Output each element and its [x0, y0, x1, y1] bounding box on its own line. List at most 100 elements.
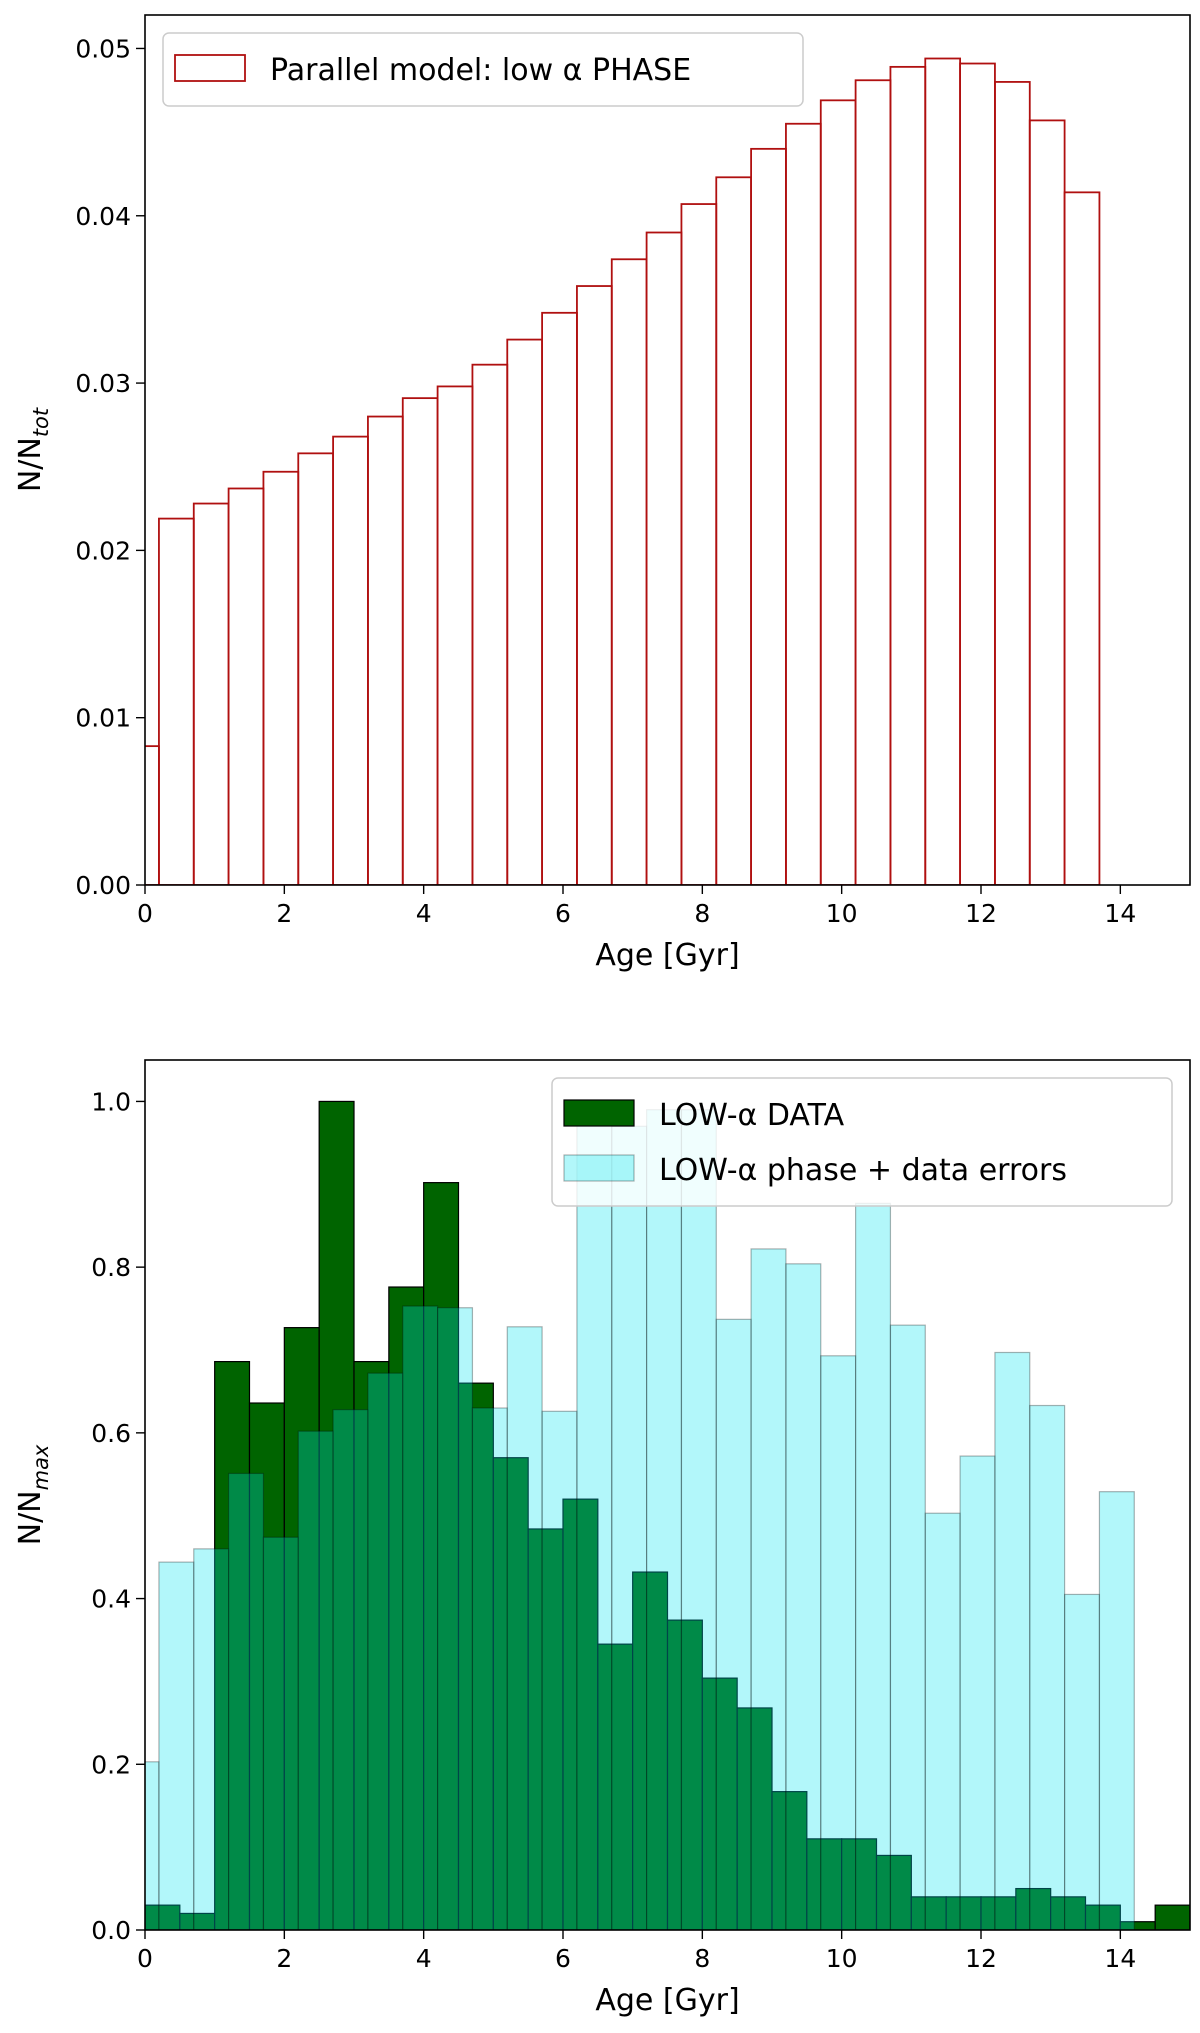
y-tick-label: 1.0: [91, 1087, 131, 1116]
bar-2-2: [158, 1561, 195, 1930]
x-tick-label: 12: [965, 1944, 997, 1973]
bar-2-20: [785, 1263, 822, 1930]
plot-area: [145, 57, 1101, 885]
bar-1-19: [750, 147, 787, 885]
bar-1-16: [666, 1619, 703, 1930]
y-tick-label: 0.00: [75, 871, 131, 900]
bar-2-27: [1029, 1404, 1066, 1930]
bottom-histogram-panel: 0 2 4 6 8 10 12 14 0.0 0.2 0.4 0.6 0.8 1.0 Age [Gyr] N/…: [13, 1059, 1191, 2018]
y-axis-label: N/Nmax: [13, 1444, 53, 1545]
bar-1-24: [945, 1896, 982, 1930]
x-axis-label: Age [Gyr]: [595, 1983, 739, 2018]
bar-1-22: [875, 1854, 912, 1930]
bar-1-5: [262, 470, 300, 885]
bar-2-22: [854, 1202, 892, 1930]
bar-1-13: [562, 1498, 599, 1930]
bar-2-25: [959, 1455, 996, 1930]
y-tick-label: 0.0: [91, 1916, 131, 1945]
x-tick-label: 6: [555, 899, 571, 928]
legend-swatch: [563, 1099, 635, 1127]
x-tick-label: 14: [1104, 899, 1136, 928]
bar-2-10: [437, 1307, 474, 1930]
bar-1-24: [924, 57, 961, 885]
x-tick-label: 10: [826, 899, 858, 928]
bar-1-12: [527, 1528, 564, 1930]
bar-1-26: [994, 81, 1031, 885]
bar-1-7: [332, 435, 369, 885]
series-1: [145, 1100, 1190, 1930]
bar-1-10: [436, 385, 474, 885]
x-tick-label: 0: [137, 899, 153, 928]
legend: LOW-α DATA LOW-α phase + data errors: [551, 1077, 1173, 1207]
bar-1-18: [736, 1707, 773, 1930]
x-tick-label: 4: [416, 899, 432, 928]
bar-1-14: [597, 1643, 634, 1930]
y-tick-label: 0.4: [91, 1585, 131, 1614]
axes-frame: [144, 1059, 1191, 1931]
bar-1-3: [214, 1360, 251, 1930]
bar-1-26: [1015, 1887, 1052, 1930]
bar-1-14: [576, 285, 613, 885]
x-axis-label: Age [Gyr]: [595, 938, 739, 973]
bar-1-27: [1050, 1896, 1087, 1930]
bar-2-3: [193, 1548, 230, 1930]
bar-1-20: [785, 122, 822, 885]
bar-1-17: [701, 1677, 738, 1930]
bar-2-28: [1063, 1593, 1101, 1930]
y-tick-label: 0.2: [91, 1750, 131, 1779]
bar-1-3: [192, 502, 230, 885]
bar-1-19: [771, 1791, 808, 1930]
y-tick-label: 0.05: [75, 34, 131, 63]
bar-2-7: [332, 1409, 369, 1930]
series-1: [145, 57, 1101, 885]
bar-1-15: [610, 258, 648, 885]
bar-1-6: [318, 1100, 355, 1930]
bar-1-10: [457, 1382, 494, 1930]
bar-1-27: [1028, 119, 1066, 885]
bar-2-5: [262, 1536, 299, 1930]
bar-1-9: [401, 397, 439, 885]
bar-2-26: [994, 1351, 1031, 1930]
bar-2-16: [645, 1109, 683, 1930]
legend-box: [162, 32, 804, 107]
bar-2-24: [924, 1512, 961, 1930]
bar-2-19: [750, 1248, 787, 1930]
bar-1-16: [645, 231, 683, 885]
bar-2-23: [889, 1324, 926, 1930]
bar-1-28: [1084, 1904, 1121, 1930]
bar-2-1: [145, 1761, 160, 1930]
y-axis-label: N/Ntot: [13, 407, 53, 492]
plot-area: [145, 1100, 1190, 1930]
bar-2-6: [297, 1430, 334, 1930]
y-tick-label: 0.6: [91, 1419, 131, 1448]
bar-1-4: [248, 1402, 285, 1930]
bar-2-15: [611, 1125, 648, 1930]
bar-2-18: [715, 1318, 752, 1930]
bar-2-11: [471, 1407, 508, 1930]
bar-1-7: [353, 1360, 390, 1930]
x-tick-label: 8: [694, 1944, 710, 1973]
bar-1-2: [158, 517, 195, 885]
x-tick-label: 8: [694, 899, 710, 928]
bar-2-4: [228, 1472, 265, 1930]
bar-1-31: [1189, 1921, 1190, 1930]
y-tick-label: 0.01: [75, 704, 131, 733]
bar-1-23: [910, 1896, 947, 1930]
axes-frame: [144, 14, 1191, 886]
bar-2-13: [541, 1410, 578, 1930]
legend-label: Parallel model: low α PHASE: [270, 53, 691, 88]
bar-2-12: [506, 1326, 543, 1930]
legend-label: LOW-α DATA: [659, 1098, 845, 1133]
x-tick-label: 12: [965, 899, 997, 928]
x-tick-label: 10: [826, 1944, 858, 1973]
bar-1-30: [1154, 1904, 1190, 1930]
y-tick-label: 0.04: [75, 202, 131, 231]
x-tick-label: 4: [416, 1944, 432, 1973]
y-tick-label: 0.03: [75, 369, 131, 398]
bar-1-22: [854, 79, 892, 885]
bar-1-15: [632, 1571, 669, 1930]
bar-2-9: [402, 1305, 439, 1930]
bar-2-8: [367, 1372, 404, 1930]
bar-1-23: [889, 65, 927, 885]
